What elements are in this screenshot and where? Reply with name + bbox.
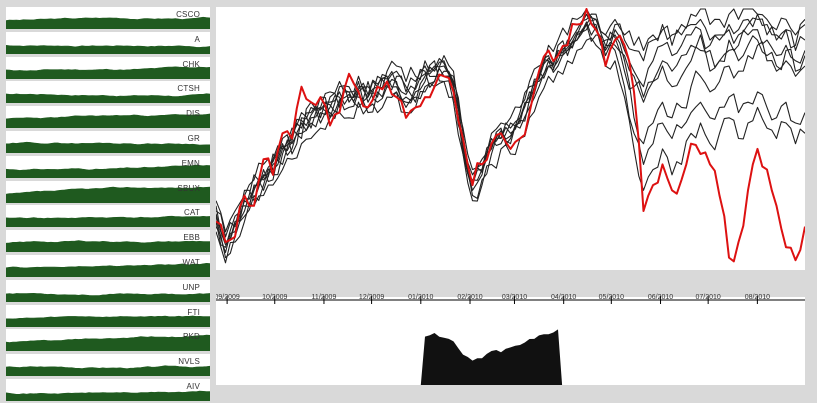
- sparkline-ebb[interactable]: EBB: [6, 230, 210, 253]
- sparkline-fill: [6, 315, 210, 327]
- axis-tick-label: 11/2009: [312, 294, 337, 301]
- sparkline-area: [6, 113, 210, 129]
- sparkline-fill: [6, 335, 210, 352]
- sparkline-symbol: SBUX: [177, 183, 200, 193]
- axis-tick-label: 01/2010: [408, 294, 433, 301]
- sparkline-fill: [6, 16, 210, 29]
- sparkline-area: [6, 66, 210, 79]
- sparkline-symbol: PKD: [182, 332, 200, 342]
- sparkline-fill: [6, 44, 210, 54]
- sparkline-symbol: CSCO: [176, 10, 200, 19]
- sparkline-fill: [6, 113, 210, 129]
- sparkline-wat[interactable]: WAT: [6, 255, 210, 277]
- sparkline-area: [6, 365, 210, 377]
- sparkline-symbol: UNP: [182, 282, 200, 292]
- sparkline-area: [6, 93, 210, 104]
- sparkline-area: [6, 164, 210, 178]
- axis-tick-label: 07/2010: [696, 294, 721, 301]
- focus-chart-panel: [216, 7, 805, 270]
- sparkline-symbol: DIS: [186, 109, 200, 119]
- axis-tick-label: 09/2009: [216, 294, 240, 301]
- sparkline-fill: [6, 141, 210, 153]
- sparkline-symbol: CTSH: [177, 84, 200, 94]
- context-selection-area[interactable]: [420, 329, 563, 385]
- series-line: [216, 17, 805, 238]
- sparkline-cat[interactable]: CAT: [6, 205, 210, 228]
- sparkline-symbol: CAT: [183, 208, 200, 218]
- sparkline-symbol: A: [194, 34, 200, 44]
- sparkline-aiv[interactable]: AIV: [6, 379, 210, 401]
- sparkline-area: [6, 390, 210, 401]
- sparkline-fill: [6, 164, 210, 178]
- sparkline-fill: [6, 186, 210, 203]
- sparkline-pkd[interactable]: PKD: [6, 329, 210, 352]
- sparkline-csco[interactable]: CSCO: [6, 7, 210, 29]
- sparkline-symbol: WAT: [182, 258, 200, 267]
- sparkline-fill: [6, 365, 210, 377]
- sparkline-fti[interactable]: FTI: [6, 304, 210, 327]
- sparkline-fill: [6, 216, 210, 228]
- axis-tick-label: 12/2009: [359, 294, 384, 301]
- sparkline-chk[interactable]: CHK: [6, 56, 210, 79]
- time-axis: 09/2009 10/2009 11/2009 12/2009 01/2010 02/20…: [216, 294, 805, 304]
- sparkline-area: [6, 292, 210, 302]
- sparkline-area: [6, 141, 210, 153]
- sparkline-sidebar: CSCO A CHK CTSH DIS GR EMN SBUX CAT EBB WAT UNP FTI P…: [0, 0, 214, 403]
- sparkline-sbux[interactable]: SBUX: [6, 180, 210, 203]
- sparkline-symbol: EMN: [181, 158, 200, 168]
- series-line: [216, 21, 805, 246]
- focus-line-chart: [216, 8, 805, 264]
- sparkline-fill: [6, 66, 210, 79]
- axis-tick-label: 08/2010: [745, 294, 770, 301]
- sparkline-nvls[interactable]: NVLS: [6, 354, 210, 377]
- sparkline-unp[interactable]: UNP: [6, 279, 210, 302]
- sparkline-dis[interactable]: DIS: [6, 106, 210, 129]
- sparkline-fill: [6, 292, 210, 302]
- axis-tick-label: 10/2009: [262, 294, 287, 301]
- series-line: [216, 8, 805, 233]
- sparkline-fill: [6, 390, 210, 401]
- sparkline-fill: [6, 262, 210, 277]
- sparkline-symbol: NVLS: [178, 357, 200, 367]
- sparkline-area: [6, 315, 210, 327]
- sparkline-area: [6, 216, 210, 228]
- axis-tick-label: 03/2010: [502, 294, 527, 301]
- highlighted-series-line: [216, 8, 805, 263]
- sparkline-symbol: GR: [187, 134, 200, 143]
- sparkline-fill: [6, 93, 210, 104]
- sparkline-emn[interactable]: EMN: [6, 155, 210, 178]
- sparkline-area: [6, 186, 210, 203]
- sparkline-area: [6, 240, 210, 253]
- sparkline-symbol: FTI: [187, 307, 200, 317]
- context-chart-panel[interactable]: [216, 297, 805, 385]
- sparkline-symbol: AIV: [186, 382, 200, 391]
- sparkline-a[interactable]: A: [6, 31, 210, 54]
- axis-tick-label: 04/2010: [551, 294, 576, 301]
- sparkline-symbol: CHK: [182, 59, 200, 69]
- series-line: [216, 23, 805, 259]
- sparkline-area: [6, 16, 210, 29]
- context-area-chart[interactable]: [216, 297, 805, 385]
- series-line: [216, 15, 805, 243]
- sparkline-area: [6, 262, 210, 277]
- axis-tick-label: 06/2010: [648, 294, 673, 301]
- sparkline-symbol: EBB: [183, 233, 200, 243]
- sparkline-gr[interactable]: GR: [6, 131, 210, 153]
- axis-tick-label: 05/2010: [599, 294, 624, 301]
- axis-tick-label: 02/2010: [457, 294, 482, 301]
- series-line: [216, 37, 805, 264]
- sparkline-area: [6, 335, 210, 352]
- sparkline-area: [6, 44, 210, 54]
- sparkline-ctsh[interactable]: CTSH: [6, 81, 210, 104]
- sparkline-fill: [6, 240, 210, 253]
- series-line: [216, 13, 805, 248]
